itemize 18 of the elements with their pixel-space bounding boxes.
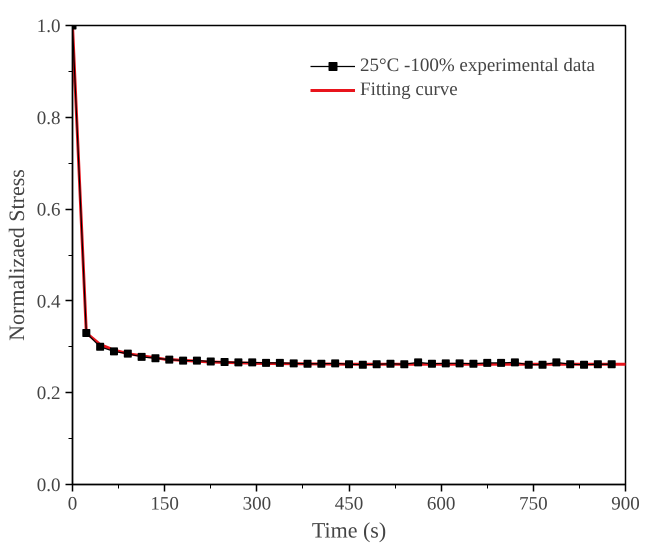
y-tick-label: 0.4 <box>36 291 61 312</box>
x-tick-label: 900 <box>611 494 640 514</box>
y-tick-label: 0.6 <box>36 200 60 221</box>
legend-label: Fitting curve <box>360 79 458 101</box>
x-tick-label: 450 <box>334 494 364 514</box>
point <box>608 360 616 368</box>
x-tick-label: 750 <box>519 494 548 514</box>
x-tick-label: 150 <box>150 494 179 514</box>
x-tick-label: 600 <box>426 494 456 514</box>
legend-label: 25°C -100% experimental data <box>360 55 595 77</box>
x-tick-label: 0 <box>68 494 78 514</box>
y-tick-label: 0.8 <box>36 108 60 129</box>
y-tick-label: 1.0 <box>36 16 60 37</box>
y-tick-label: 0.0 <box>36 475 60 496</box>
x-axis-title: Time (s) <box>312 518 386 542</box>
x-tick-label: 300 <box>242 494 272 514</box>
y-tick-label: 0.2 <box>36 383 60 404</box>
y-axis-title: Normalizaed Stress <box>4 169 29 341</box>
